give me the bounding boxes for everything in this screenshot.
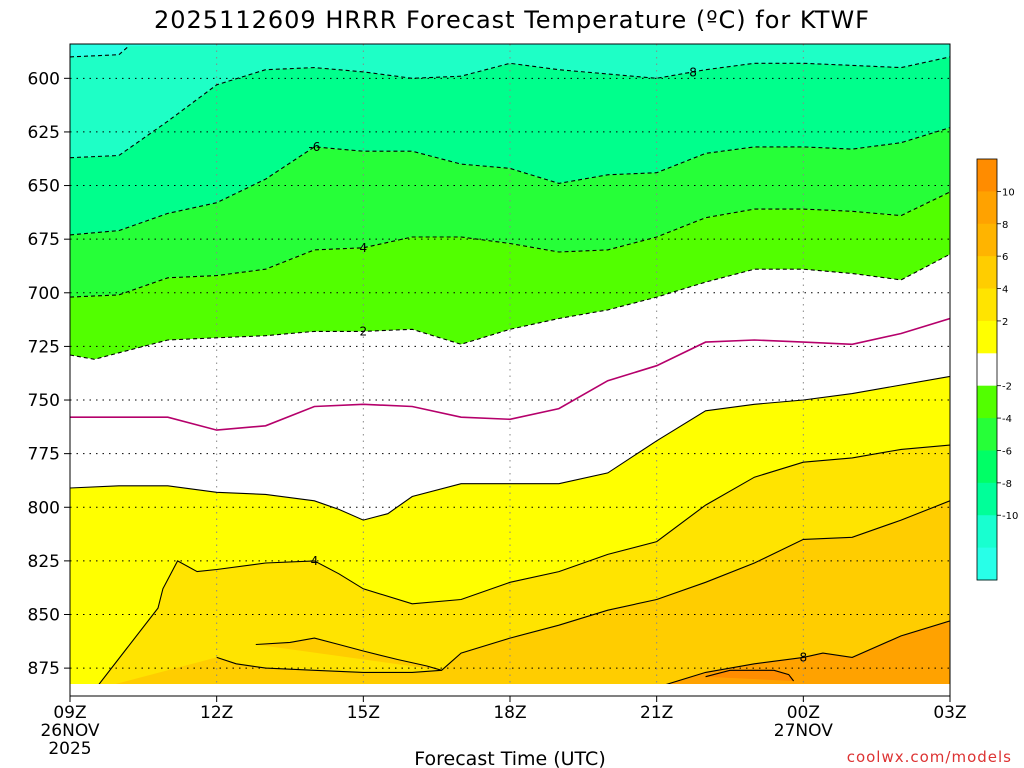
colorbar-frame	[976, 158, 998, 581]
contour-label-minus8: -8	[685, 65, 697, 79]
contour-labels: -8 -6 4 2 4 8	[308, 65, 807, 664]
colorbar-swatch-7	[977, 385, 997, 419]
contour-line-minus10	[70, 45, 130, 58]
contour-line-minus2	[70, 253, 950, 360]
contour-line-4	[98, 444, 950, 684]
colorbar-swatch-6	[977, 353, 997, 387]
fill-pocket-6-8	[255, 638, 442, 671]
chart-title: 2025112609 HRRR Forecast Temperature (ºC…	[154, 6, 870, 34]
colorbar-label-2: 6	[1002, 252, 1008, 263]
y-tick-label-700: 700	[28, 284, 60, 304]
colorbar-label-8: -8	[1002, 479, 1012, 490]
colorbar-swatch-11	[977, 515, 997, 549]
colorbar-swatch-1	[977, 191, 997, 225]
x-tick-label-03Z: 03Z	[933, 703, 966, 723]
colorbar-label-1: 8	[1002, 220, 1008, 231]
colorbar-swatch-5	[977, 320, 997, 354]
contour-line-8	[665, 620, 950, 684]
colorbar-label-4: 2	[1002, 317, 1008, 328]
x-axis-label: Forecast Time (UTC)	[414, 748, 605, 768]
contour-label-minus2: 2	[360, 324, 368, 338]
x-tick-label-09Z: 09Z	[53, 703, 86, 723]
y-tick-label-825: 825	[28, 552, 60, 572]
x-year-label-09Z: 2025	[48, 739, 91, 759]
y-tick-label-650: 650	[28, 177, 60, 197]
y-tick-label-775: 775	[28, 445, 60, 465]
x-tick-label-00Z: 00Z	[787, 703, 820, 723]
y-tick-label-750: 750	[28, 391, 60, 411]
colorbar-swatch-3	[977, 256, 997, 290]
colorbar-swatch-8	[977, 418, 997, 451]
x-tick-label-15Z: 15Z	[347, 703, 380, 723]
colorbar-label-3: 4	[1002, 285, 1008, 296]
x-date-label-09Z: 26NOV	[40, 721, 99, 741]
y-tick-label-875: 875	[28, 659, 60, 679]
contour-lines	[70, 45, 950, 684]
grid-lines	[70, 44, 950, 684]
colorbar-swatch-12	[977, 547, 997, 581]
y-tick-label-600: 600	[28, 69, 60, 89]
colorbar-label-7: -6	[1002, 446, 1012, 457]
x-tick-label-12Z: 12Z	[200, 703, 233, 723]
x-tick-label-21Z: 21Z	[640, 703, 673, 723]
colorbar-swatch-0	[977, 159, 997, 192]
colorbar-label-9: -10	[1002, 511, 1018, 522]
fill-band-minus6-minus4	[70, 127, 950, 298]
colorbar-swatch-9	[977, 450, 997, 484]
contour-line-2	[70, 375, 950, 521]
contour-label-minus4: 4	[360, 241, 368, 255]
fill-band-minus8-minus6	[70, 56, 950, 235]
colorbar-swatch-2	[977, 223, 997, 257]
colorbar-label-6: -4	[1002, 414, 1012, 425]
contour-line-6	[216, 500, 950, 673]
contour-line-0	[70, 317, 950, 431]
ground-surface	[70, 687, 950, 696]
x-tick-label-18Z: 18Z	[493, 703, 526, 723]
contour-label-minus6: -6	[308, 140, 320, 154]
colorbar-label-0: 10	[1002, 187, 1015, 198]
x-date-label-00Z: 27NOV	[774, 721, 833, 741]
pressure-axis: 600 625 650 675 700 725 750 775 800 825 850 875	[28, 69, 70, 679]
y-tick-label-800: 800	[28, 498, 60, 518]
colorbar-label-5: -2	[1002, 382, 1012, 393]
fill-band-below-minus10	[70, 44, 950, 57]
contour-label-8: 8	[800, 650, 808, 664]
y-tick-label-725: 725	[28, 337, 60, 357]
contour-line-10	[705, 669, 795, 682]
contour-line-minus8	[70, 56, 950, 159]
fill-band-6-8	[115, 500, 950, 684]
y-tick-label-850: 850	[28, 606, 60, 626]
fill-band-8-10	[667, 620, 950, 684]
credit-link[interactable]: coolwx.com/models	[847, 748, 1012, 766]
temperature-fill-bands	[70, 44, 950, 684]
contour-line-minus6	[70, 127, 950, 236]
colorbar-swatch-4	[977, 288, 997, 322]
fill-pocket-above-10	[705, 670, 794, 681]
y-tick-label-625: 625	[28, 123, 60, 143]
y-tick-label-675: 675	[28, 230, 60, 250]
colorbar-legend: 10 8 6 4 2 -2 -4 -6 -8 -10	[976, 158, 1018, 581]
contour-label-4: 4	[311, 554, 319, 568]
contour-line-minus4	[70, 191, 950, 298]
colorbar-swatch-10	[977, 482, 997, 516]
plot-area: -8 -6 4 2 4 8	[70, 44, 950, 696]
fill-band-minus10-minus8	[70, 44, 950, 158]
fill-band-minus4-minus2	[70, 192, 950, 360]
contour-line-6-2	[255, 637, 442, 671]
